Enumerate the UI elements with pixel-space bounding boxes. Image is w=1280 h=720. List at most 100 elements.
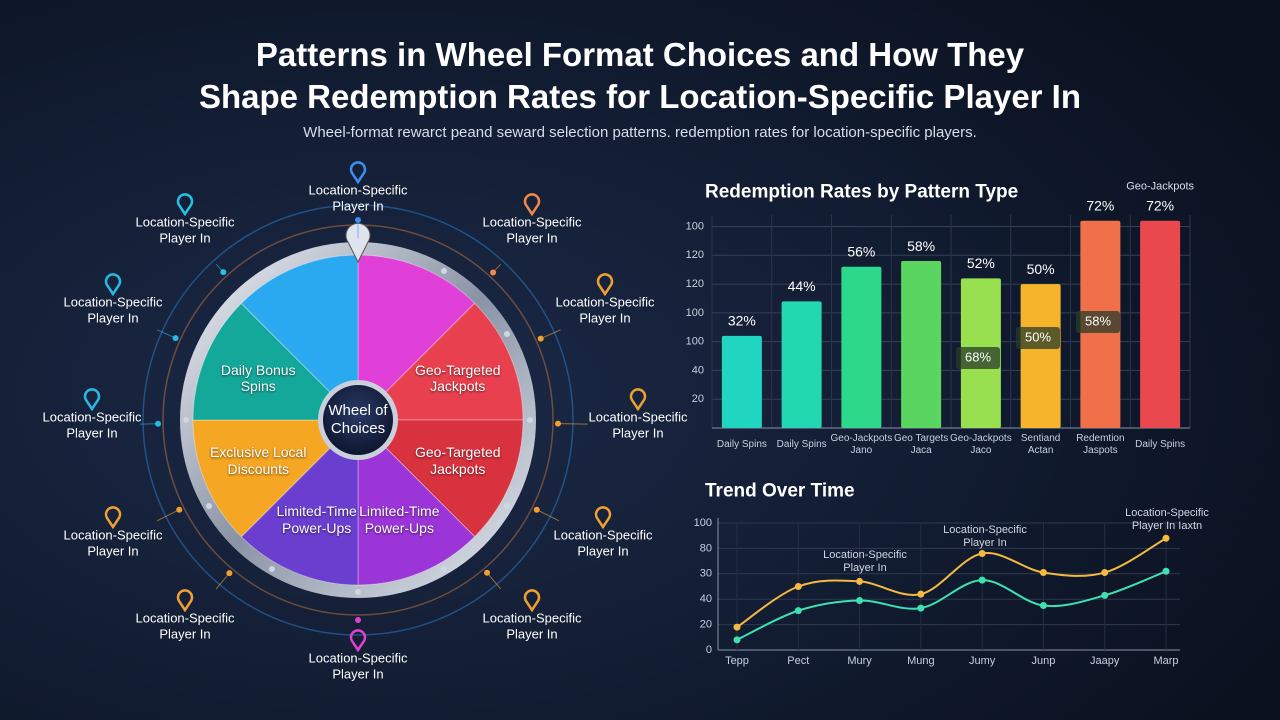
location-icon xyxy=(176,589,194,613)
rim-peg xyxy=(527,417,533,423)
x-tick-label: Daily Spins xyxy=(776,439,827,450)
connector-dot xyxy=(554,420,561,427)
line-point xyxy=(1039,602,1047,610)
x-tick-label: Geo Targets Jaca xyxy=(893,433,949,456)
connector-dot xyxy=(484,569,491,576)
x-tick-label: Tepp xyxy=(725,655,749,667)
connector-dot xyxy=(220,269,227,276)
callout: 58% xyxy=(1085,313,1111,328)
value-label: 58% xyxy=(907,238,935,254)
y-tick-label: 20 xyxy=(700,619,712,631)
bar xyxy=(1140,220,1181,428)
location-label: Location-Specific Player In xyxy=(135,214,235,245)
segment-label: Limited-Time Power-Ups xyxy=(359,502,440,536)
wheel-segment xyxy=(357,418,476,586)
line-series xyxy=(736,537,1167,628)
bar xyxy=(841,266,882,428)
connector xyxy=(156,509,180,522)
annotation: Location-Specific Player In Iaxtn xyxy=(1125,506,1209,532)
line-point xyxy=(794,607,802,615)
y-tick-label: 100 xyxy=(694,517,712,529)
connector-dot xyxy=(155,420,162,427)
rim-peg xyxy=(355,589,361,595)
x-tick-label: Mury xyxy=(847,655,872,667)
rim-peg xyxy=(183,417,189,423)
value-label: 32% xyxy=(728,313,756,329)
annotation: Location-Specific Player In xyxy=(823,548,907,574)
wheel-segment xyxy=(192,419,360,538)
location-icon xyxy=(176,193,194,217)
segment-label: Exclusive Local Discounts xyxy=(209,444,307,478)
connector-dot xyxy=(226,570,233,577)
y-tick-label: 80 xyxy=(700,542,712,554)
location-icon xyxy=(523,589,541,613)
value-label: 56% xyxy=(847,244,875,260)
segment-label: Limited-Time Power-Ups xyxy=(276,502,357,536)
line-series xyxy=(736,570,1167,641)
line-point xyxy=(733,623,741,631)
rim-peg xyxy=(503,503,510,509)
x-tick-label: Jaapy xyxy=(1090,655,1120,667)
location-icon xyxy=(104,506,122,530)
line-point xyxy=(1162,567,1170,575)
callout-box xyxy=(1076,311,1120,333)
wheel-center: Wheel of Choices xyxy=(328,402,388,437)
line-point xyxy=(1101,569,1109,577)
connector-dot xyxy=(355,617,361,623)
location-icon xyxy=(349,161,367,185)
y-tick-label: 100 xyxy=(686,336,704,348)
y-tick-label: 40 xyxy=(700,593,712,605)
line-point xyxy=(856,596,864,604)
location-label: Location-Specific Player In xyxy=(553,527,653,558)
rim-peg xyxy=(441,268,447,275)
y-tick-label: 40 xyxy=(692,364,704,376)
rim-peg xyxy=(206,331,213,337)
line-point xyxy=(1039,569,1047,577)
location-icon xyxy=(349,629,367,653)
bar xyxy=(901,261,942,428)
y-tick-label: 120 xyxy=(686,249,704,261)
wheel-segment xyxy=(357,254,476,422)
bar xyxy=(1020,284,1061,428)
connector-dot xyxy=(490,269,497,276)
x-tick-label: Pect xyxy=(787,655,809,667)
rim-peg xyxy=(503,331,510,337)
value-label: 52% xyxy=(967,255,995,271)
location-label: Location-Specific Player In xyxy=(63,294,163,325)
y-tick-label: 100 xyxy=(686,307,704,319)
location-icon xyxy=(104,273,122,297)
location-label: Location-Specific Player In xyxy=(308,182,408,213)
line-point xyxy=(917,590,925,598)
callout-box xyxy=(956,347,1000,369)
x-tick-label: Daily Spins xyxy=(1135,439,1186,450)
wheel-segment xyxy=(356,419,524,538)
orbit xyxy=(142,204,574,636)
title-line: Shape Redemption Rates for Location-Spec… xyxy=(198,78,1082,115)
pointer xyxy=(345,222,371,264)
line-point xyxy=(978,576,986,584)
subtitle: Wheel-format rewarct peand seward select… xyxy=(303,124,977,141)
line-point xyxy=(794,583,802,590)
line-point xyxy=(733,636,741,644)
rim-peg xyxy=(269,565,275,572)
title-line: Patterns in Wheel Format Choices and How… xyxy=(255,36,1025,73)
chart-title: Trend Over Time xyxy=(705,480,855,502)
connector-dot xyxy=(537,335,544,342)
y-tick-label: 100 xyxy=(686,220,704,232)
annotation: Location-Specific Player In xyxy=(943,523,1027,549)
connector-dot xyxy=(176,506,183,513)
chart-title: Redemption Rates by Pattern Type xyxy=(705,181,1019,203)
line-point xyxy=(1101,591,1109,599)
connector-dot xyxy=(172,335,179,342)
connector-dot xyxy=(355,217,361,223)
hub xyxy=(323,385,393,455)
location-label: Location-Specific Player In xyxy=(482,214,582,245)
location-icon xyxy=(596,273,614,297)
rim-peg xyxy=(269,268,275,275)
line-point xyxy=(978,549,986,557)
value-label: 72% xyxy=(1146,197,1174,213)
